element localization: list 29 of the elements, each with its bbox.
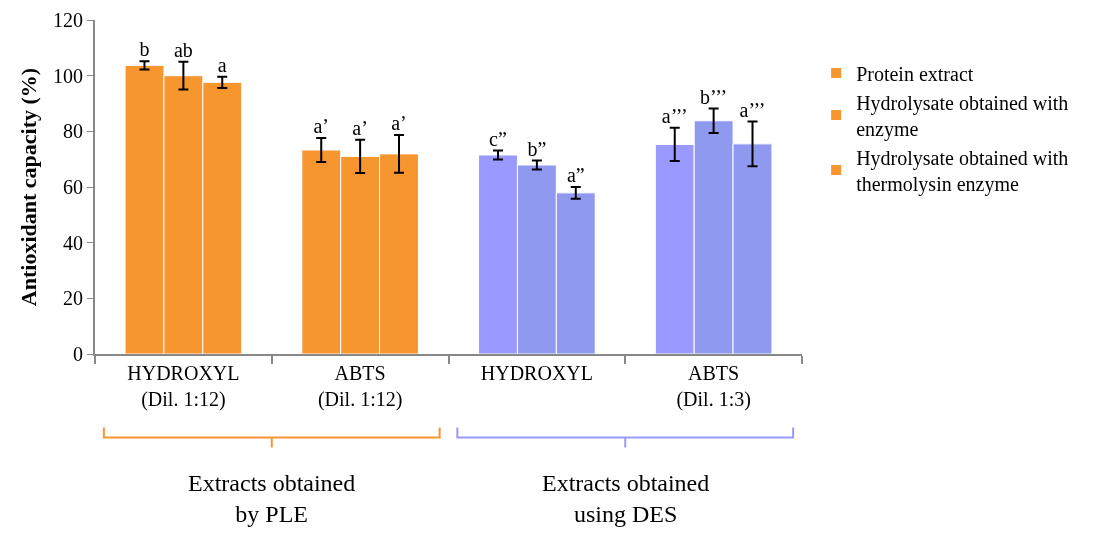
legend-label: Protein extract (856, 62, 974, 85)
data-label: a’ (391, 111, 407, 134)
y-tick-label: 120 (53, 9, 83, 31)
legend-label: Hydrolysate obtained with thermolysin enzyme (856, 146, 1069, 196)
y-tick-label: 20 (63, 287, 83, 310)
text: Extracts obtained by PLE (188, 470, 356, 528)
data-label: b” (527, 137, 547, 160)
data-label: c” (489, 127, 507, 150)
text: Extracts obtained using DES (542, 470, 710, 528)
data-label: a’’’ (661, 104, 688, 127)
y-axis-title: Antioxidant capacity (%) (16, 67, 42, 307)
y-tick-label: 80 (63, 120, 83, 143)
y-tick-label: 40 (63, 231, 83, 254)
data-label: a’’’ (739, 98, 766, 121)
y-tick-label: 60 (63, 176, 83, 198)
data-label: ab (173, 38, 193, 61)
x-tick-label: ABTS (Dil. 1:3) (676, 362, 751, 411)
data-label: a (217, 53, 227, 76)
x-tick-label: HYDROXYL (Dil. 1:12) (127, 362, 240, 411)
data-label: a” (566, 164, 585, 186)
x-tick-label: HYDROXYL (480, 362, 593, 384)
data-label: a’ (313, 115, 330, 138)
y-tick-label: 100 (53, 64, 83, 87)
data-label: a’ (352, 116, 368, 139)
data-label: b (139, 38, 150, 61)
legend-label: Hydrolysate obtained with enzyme (856, 91, 1069, 141)
data-label: b’’’ (700, 85, 728, 108)
y-tick-label: 0 (73, 343, 83, 365)
x-tick-label: ABTS (Dil. 1:12) (317, 362, 403, 411)
